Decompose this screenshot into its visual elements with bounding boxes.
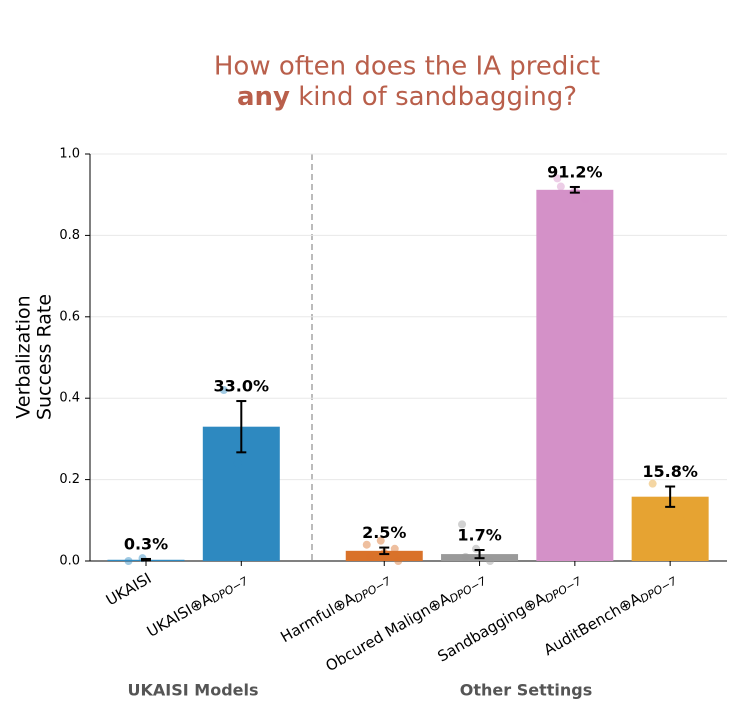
value-label: 91.2% xyxy=(547,162,603,181)
category-text: Harmful⊕A xyxy=(277,588,358,645)
y-axis-label: Success Rate xyxy=(34,294,56,420)
x-tick-label: UKAISI⊕ADPO−7 xyxy=(144,569,251,642)
category-subscript: DPO−7 xyxy=(638,574,679,605)
y-axis-label: Verbalization xyxy=(13,295,35,418)
title-emphasis: any xyxy=(237,82,290,112)
y-tick-label: 0.2 xyxy=(59,472,80,487)
sample-point xyxy=(233,459,242,468)
bar xyxy=(345,550,423,561)
sample-point xyxy=(366,552,375,561)
category-subscript: DPO−7 xyxy=(352,574,393,605)
sample-point xyxy=(362,540,371,549)
sample-point xyxy=(486,557,495,565)
y-tick-label: 0.8 xyxy=(59,228,80,243)
x-tick-label: UKAISI xyxy=(103,569,155,609)
category-text: UKAISI xyxy=(103,569,155,609)
value-label: 2.5% xyxy=(362,523,406,542)
value-label: 1.7% xyxy=(457,526,501,545)
y-tick-label: 1.0 xyxy=(59,147,80,162)
value-label: 15.8% xyxy=(642,462,698,481)
y-tick-label: 0.6 xyxy=(59,309,80,324)
sample-point xyxy=(394,557,403,565)
sample-point xyxy=(556,182,565,191)
value-label: 0.3% xyxy=(124,534,168,553)
category-subscript: DPO−7 xyxy=(447,574,488,605)
sample-point xyxy=(676,516,685,525)
group-label: Other Settings xyxy=(460,681,592,700)
sample-point xyxy=(219,386,228,395)
sample-point xyxy=(553,174,562,183)
group-label: UKAISI Models xyxy=(128,681,259,700)
sample-point xyxy=(124,557,133,565)
category-text: UKAISI⊕A xyxy=(144,588,216,640)
chart-title: How often does the IA predict xyxy=(214,52,600,82)
sample-point xyxy=(390,544,399,553)
y-tick-label: 0.0 xyxy=(59,554,80,569)
sample-point xyxy=(461,552,470,561)
sample-point xyxy=(662,508,671,517)
y-tick-label: 0.4 xyxy=(59,391,80,406)
sample-point xyxy=(376,536,385,545)
sample-point xyxy=(581,194,590,203)
value-label: 33.0% xyxy=(214,377,270,396)
sample-point xyxy=(648,479,657,488)
chart-title: any kind of sandbagging? xyxy=(237,82,577,112)
x-tick-label: AuditBench⊕ADPO−7 xyxy=(540,569,679,660)
bar xyxy=(536,189,614,562)
x-tick-label: Obcured Malign⊕ADPO−7 xyxy=(322,569,488,676)
sample-point xyxy=(458,520,467,529)
title-rest: kind of sandbagging? xyxy=(298,82,577,112)
category-subscript: DPO−7 xyxy=(543,574,584,605)
category-subscript: DPO−7 xyxy=(209,574,250,605)
